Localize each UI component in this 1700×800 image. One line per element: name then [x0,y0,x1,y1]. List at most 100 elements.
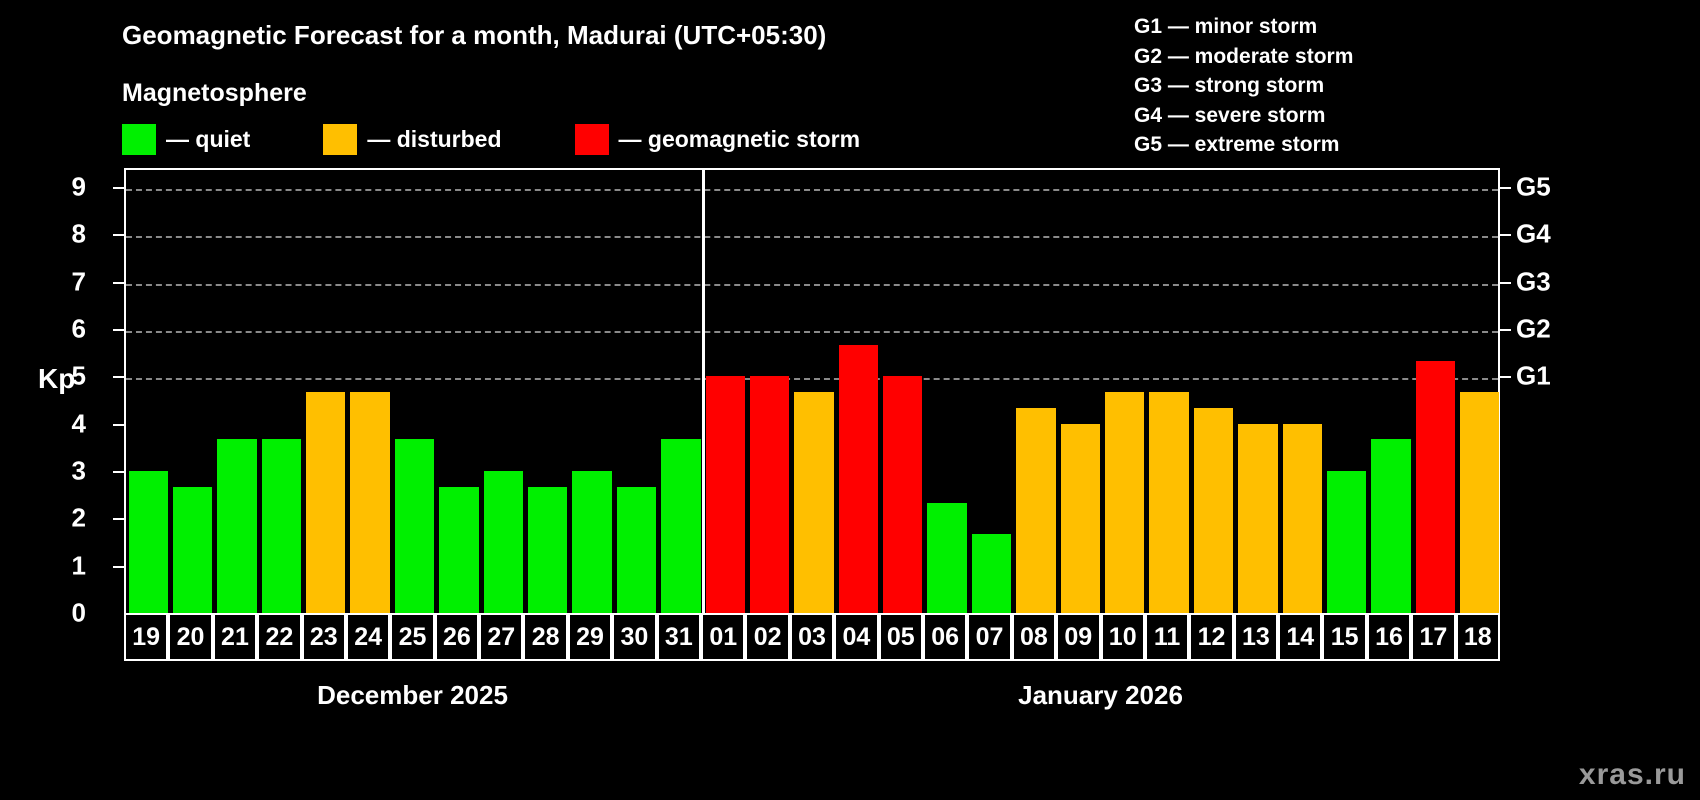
date-label-05[interactable]: 05 [878,613,923,661]
bar-13[interactable] [1238,423,1278,613]
legend-entry-disturbed: — disturbed [323,123,502,155]
bar-17[interactable] [1415,360,1456,613]
date-label-12[interactable]: 12 [1189,613,1234,661]
date-label-06[interactable]: 06 [922,613,968,661]
bar-02[interactable] [749,376,790,613]
storm-swatch-icon [574,123,609,155]
y-tick-mark-5 [113,376,124,379]
date-axis: 19 20 21 22 23 24 25 26 27 28 29 30 31 01 02 03 04 05 06 07… [124,613,1500,661]
bar-10[interactable] [1105,391,1145,613]
bar-16[interactable] [1371,439,1411,613]
g-tick-mark-g2 [1500,328,1511,331]
bar-06[interactable] [927,502,967,613]
g-scale-line-g4: G4 — severe storm [1134,103,1326,127]
bar-28[interactable] [527,486,568,613]
y-tick-label-2: 2 [71,502,86,533]
watermark: xras.ru [1578,758,1686,791]
legend-label-storm: — geomagnetic storm [618,125,861,152]
bar-22[interactable] [261,439,302,613]
y-tick-mark-9 [113,186,124,189]
g-tick-label-g4: G4 [1516,218,1551,249]
date-label-31[interactable]: 31 [656,613,702,661]
bar-08[interactable] [1016,408,1056,613]
y-tick-label-8: 8 [71,218,86,249]
month-caption-december: December 2025 [317,680,508,710]
date-label-23[interactable]: 23 [301,613,346,661]
bar-01[interactable] [705,376,745,613]
date-label-20[interactable]: 20 [168,613,213,661]
y-tick-mark-2 [113,518,124,521]
legend-entry-quiet: — quiet [122,123,251,155]
legend-label-disturbed: — disturbed [367,125,502,152]
date-label-28[interactable]: 28 [523,613,568,661]
date-label-26[interactable]: 26 [434,613,480,661]
date-label-27[interactable]: 27 [479,613,524,661]
date-label-24[interactable]: 24 [345,613,391,661]
date-label-10[interactable]: 10 [1100,613,1145,661]
date-label-02[interactable]: 02 [745,613,790,661]
date-label-14[interactable]: 14 [1278,613,1323,661]
y-tick-label-6: 6 [71,313,86,344]
y-tick-mark-7 [113,281,124,284]
date-label-19[interactable]: 19 [124,613,169,661]
date-label-03[interactable]: 03 [789,613,835,661]
date-label-29[interactable]: 29 [567,613,613,661]
date-label-13[interactable]: 13 [1233,613,1279,661]
bar-05[interactable] [883,376,923,613]
y-tick-mark-6 [113,328,124,331]
bar-03[interactable] [794,391,834,613]
date-label-21[interactable]: 21 [212,613,258,661]
bar-27[interactable] [483,470,523,613]
y-tick-mark-1 [113,565,124,568]
date-label-15[interactable]: 15 [1322,613,1367,661]
bar-11[interactable] [1149,391,1189,613]
date-label-09[interactable]: 09 [1056,613,1101,661]
date-label-18[interactable]: 18 [1455,613,1500,661]
date-label-04[interactable]: 04 [834,613,879,661]
bar-15[interactable] [1326,470,1367,613]
bar-09[interactable] [1060,423,1100,613]
date-label-11[interactable]: 11 [1144,613,1190,661]
bar-24[interactable] [350,391,390,613]
legend-label-quiet: — quiet [166,125,251,152]
y-tick-mark-4 [113,423,124,426]
bar-07[interactable] [971,533,1012,613]
quiet-swatch-icon [122,123,156,155]
month-divider [701,170,705,613]
gridline-kp-6 [126,330,1498,333]
month-caption-january: January 2026 [1018,680,1183,710]
bar-14[interactable] [1282,423,1322,613]
bar-20[interactable] [172,486,213,613]
bar-25[interactable] [394,439,435,613]
bar-04[interactable] [838,344,879,613]
date-label-07[interactable]: 07 [967,613,1012,661]
g-scale-legend: G1 — minor storm G2 — moderate storm G3 … [1134,12,1353,160]
bar-18[interactable] [1460,391,1500,613]
bar-30[interactable] [616,486,657,613]
date-label-30[interactable]: 30 [612,613,657,661]
bar-21[interactable] [217,439,257,613]
gridline-kp-9 [126,188,1498,191]
g-scale-line-g1: G1 — minor storm [1134,15,1318,38]
date-label-08[interactable]: 08 [1011,613,1057,661]
date-label-16[interactable]: 16 [1366,613,1412,661]
date-label-01[interactable]: 01 [701,613,746,661]
magnetosphere-heading: Magnetosphere [122,79,307,107]
g-tick-label-g3: G3 [1516,266,1551,297]
g-scale-line-g3: G3 — strong storm [1134,74,1325,97]
bar-19[interactable] [128,470,168,613]
date-label-25[interactable]: 25 [390,613,435,661]
date-label-17[interactable]: 17 [1411,613,1456,661]
y-tick-mark-3 [113,470,124,473]
y-tick-label-0: 0 [71,597,86,628]
bar-31[interactable] [661,439,701,613]
g-tick-mark-g5 [1500,186,1511,189]
y-tick-label-5: 5 [71,360,86,391]
bar-23[interactable] [306,391,346,613]
y-tick-label-3: 3 [71,455,86,486]
page-title: Geomagnetic Forecast for a month, Madura… [122,20,827,50]
date-label-22[interactable]: 22 [257,613,302,661]
bar-29[interactable] [572,470,612,613]
bar-12[interactable] [1193,408,1234,613]
bar-26[interactable] [439,486,479,613]
